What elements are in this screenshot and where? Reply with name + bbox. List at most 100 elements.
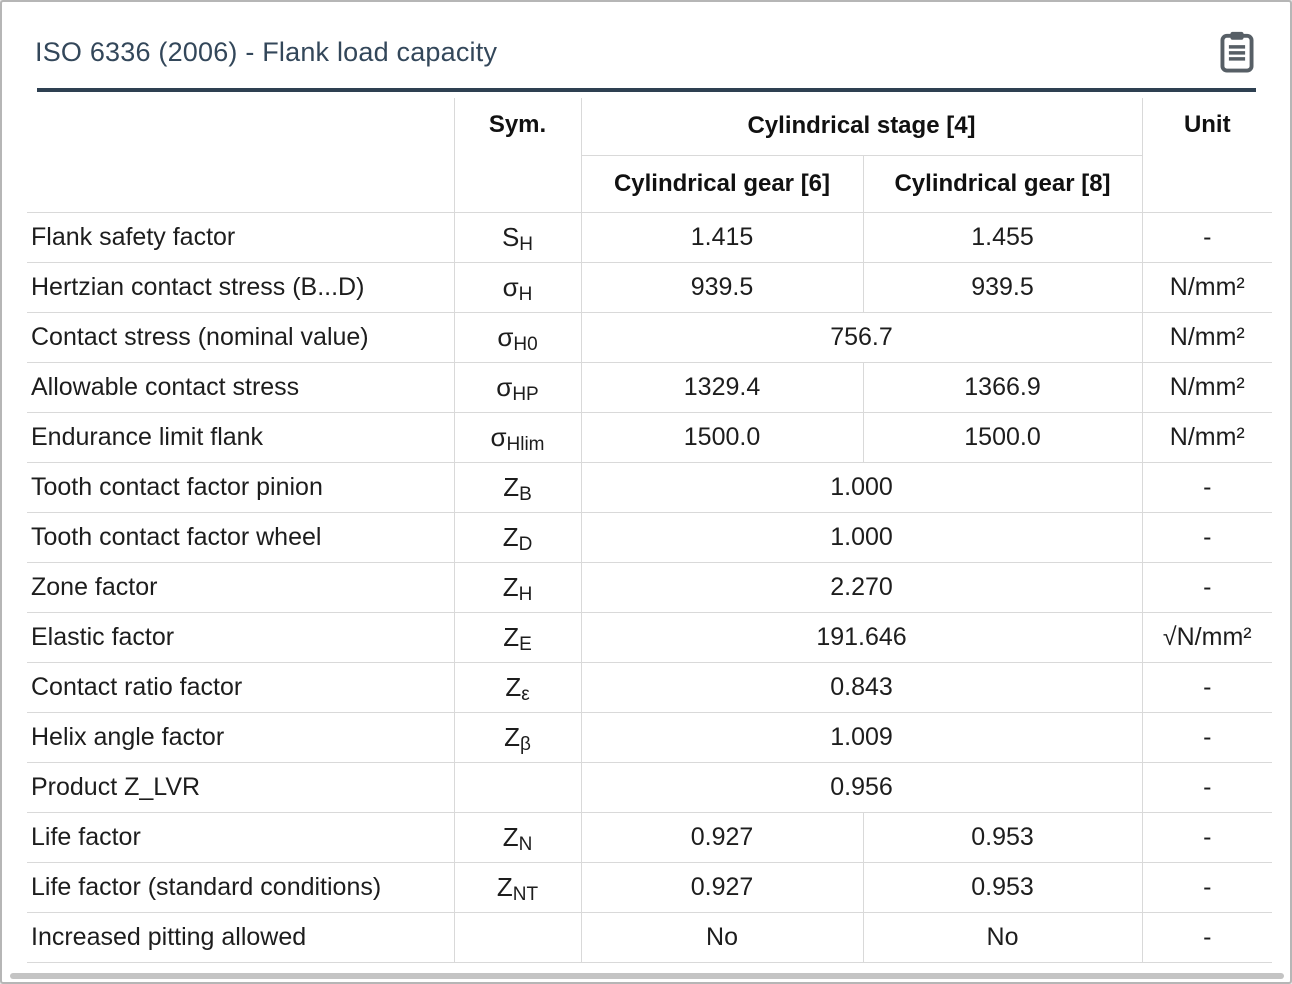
unit-cell: √N/mm² <box>1141 611 1273 662</box>
symbol-subscript: Hlim <box>506 433 545 455</box>
value-cell-gear-6: 1329.4 <box>581 361 863 412</box>
symbol-subscript: D <box>518 533 533 555</box>
clipboard-report-icon[interactable] <box>1218 30 1256 74</box>
unit-cell: N/mm² <box>1141 311 1273 362</box>
row-label: Increased pitting allowed <box>27 911 454 963</box>
symbol-subscript: H0 <box>513 333 538 355</box>
row-label: Tooth contact factor wheel <box>27 511 454 562</box>
table-row: Helix angle factor Zβ 1.009- <box>27 711 1273 762</box>
panel-titlebar: ISO 6336 (2006) - Flank load capacity <box>2 2 1290 88</box>
page-title: ISO 6336 (2006) - Flank load capacity <box>35 36 498 67</box>
value-cell-spanning: 2.270 <box>581 561 1143 612</box>
row-label: Contact ratio factor <box>27 661 454 712</box>
unit-cell: - <box>1141 811 1273 862</box>
results-table: Sym. Cylindrical stage [4] Unit Cylindri… <box>27 98 1273 963</box>
table-row: Tooth contact factor pinion ZB 1.000- <box>27 461 1273 512</box>
symbol-base: σ <box>490 421 507 452</box>
symbol-cell: ZN <box>453 811 582 862</box>
unit-cell: - <box>1141 761 1273 812</box>
value-cell-spanning: 756.7 <box>581 311 1143 362</box>
row-label: Life factor <box>27 811 454 862</box>
symbol-subscript: E <box>519 633 532 655</box>
unit-cell: N/mm² <box>1141 361 1273 412</box>
horizontal-scrollbar[interactable] <box>10 973 1284 979</box>
table-row: Life factor ZN 0.927 0.953- <box>27 811 1273 862</box>
column-header-stage: Cylindrical stage [4] <box>581 98 1143 156</box>
row-label: Helix angle factor <box>27 711 454 762</box>
symbol-cell: ZH <box>453 561 582 612</box>
row-label: Contact stress (nominal value) <box>27 311 454 362</box>
value-cell-spanning: 1.000 <box>581 511 1143 562</box>
row-label: Zone factor <box>27 561 454 612</box>
table-row: Life factor (standard conditions) ZNT 0.92… <box>27 861 1273 912</box>
table-row: Flank safety factor SH 1.415 1.455- <box>27 211 1273 262</box>
table-header-row-2: Cylindrical gear [6] Cylindrical gear [8… <box>27 155 1272 212</box>
value-cell-gear-8: 0.953 <box>862 861 1143 912</box>
unit-cell: N/mm² <box>1141 261 1273 312</box>
symbol-cell <box>453 911 582 963</box>
table-row: Contact stress (nominal value) σH0 756.7 N/… <box>27 311 1273 362</box>
symbol-base: σ <box>497 321 514 352</box>
symbol-subscript: N <box>518 833 533 855</box>
symbol-cell: SH <box>453 211 582 262</box>
symbol-cell <box>453 761 582 812</box>
symbol-base: Z <box>503 471 520 502</box>
value-cell-gear-6: 939.5 <box>581 261 863 312</box>
table-row: Contact ratio factor Zε 0.843- <box>27 661 1273 712</box>
unit-cell: N/mm² <box>1141 411 1273 462</box>
symbol-subscript: H <box>518 583 533 605</box>
value-cell-spanning: 191.646 <box>581 611 1143 662</box>
column-header-sym: Sym. <box>453 98 582 212</box>
symbol-base: Z <box>502 521 519 552</box>
symbol-subscript: B <box>519 483 532 505</box>
table-row: Increased pitting allowed No No - <box>27 911 1273 963</box>
value-cell-gear-8: 0.953 <box>862 811 1143 862</box>
unit-cell: - <box>1141 511 1273 562</box>
value-cell-gear-8: 1500.0 <box>862 411 1143 462</box>
row-label: Endurance limit flank <box>27 411 454 462</box>
value-cell-gear-6: 1.415 <box>581 211 863 262</box>
table-row: Endurance limit flank σHlim 1500.0 1500.0 N/… <box>27 411 1273 462</box>
symbol-cell: σH <box>453 261 582 312</box>
symbol-subscript: H <box>519 233 534 255</box>
symbol-base: Z <box>502 571 519 602</box>
unit-cell: - <box>1141 861 1273 912</box>
symbol-base: Z <box>505 671 522 702</box>
header-label-spacer <box>27 98 454 212</box>
value-cell-spanning: 0.843 <box>581 661 1143 712</box>
symbol-subscript: HP <box>512 383 539 405</box>
row-label: Allowable contact stress <box>27 361 454 412</box>
row-label: Flank safety factor <box>27 211 454 262</box>
column-header-gear-8: Cylindrical gear [8] <box>862 155 1143 212</box>
value-cell-gear-6: 1500.0 <box>581 411 863 462</box>
value-cell-gear-8: No <box>862 911 1143 963</box>
value-cell-spanning: 1.000 <box>581 461 1143 512</box>
unit-cell: - <box>1141 711 1273 762</box>
symbol-base: Z <box>502 821 519 852</box>
symbol-cell: σH0 <box>453 311 582 362</box>
value-cell-gear-6: No <box>581 911 863 963</box>
symbol-base: Z <box>503 621 520 652</box>
symbol-cell: Zβ <box>453 711 582 762</box>
symbol-base: S <box>501 221 520 252</box>
symbol-base: σ <box>496 371 513 402</box>
unit-cell: - <box>1141 211 1273 262</box>
symbol-cell: ZD <box>453 511 582 562</box>
symbol-cell: Zε <box>453 661 582 712</box>
symbol-base: Z <box>504 721 520 752</box>
row-label: Product Z_LVR <box>27 761 454 812</box>
value-cell-gear-6: 0.927 <box>581 861 863 912</box>
unit-cell: - <box>1141 911 1273 963</box>
symbol-base: σ <box>502 271 519 302</box>
value-cell-spanning: 0.956 <box>581 761 1143 812</box>
symbol-subscript: β <box>519 733 531 755</box>
symbol-base: Z <box>496 871 513 902</box>
unit-cell: - <box>1141 661 1273 712</box>
value-cell-spanning: 1.009 <box>581 711 1143 762</box>
symbol-subscript: ε <box>521 683 530 705</box>
row-label: Tooth contact factor pinion <box>27 461 454 512</box>
table-row: Tooth contact factor wheel ZD 1.000- <box>27 511 1273 562</box>
table-row: Zone factor ZH 2.270- <box>27 561 1273 612</box>
value-cell-gear-6: 0.927 <box>581 811 863 862</box>
